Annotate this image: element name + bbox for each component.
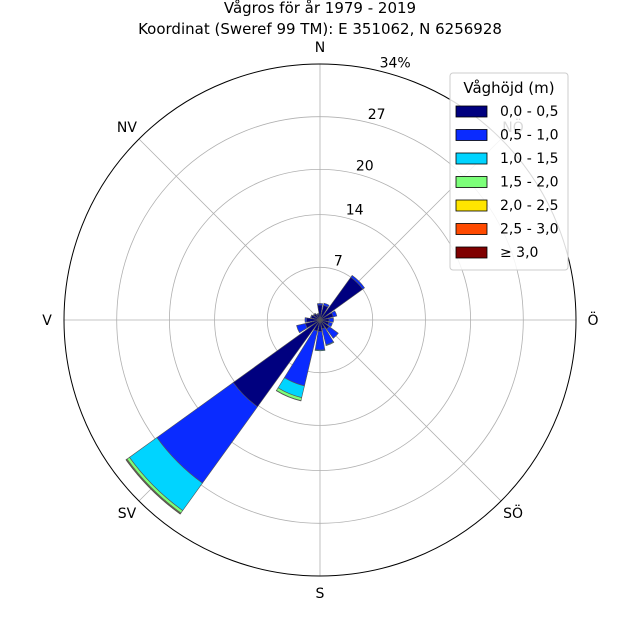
- grid-spoke-3: [319, 319, 502, 502]
- bar-V-1: [304, 317, 307, 323]
- legend-swatch-3: [455, 176, 488, 188]
- legend-label-5: 2,5 - 3,0: [500, 222, 558, 238]
- legend-swatch-5: [455, 223, 488, 235]
- chart-subtitle: Koordinat (Sweref 99 TM): E 351062, N 62…: [138, 20, 502, 38]
- grid-spoke-7: [138, 138, 321, 321]
- legend: Våghöjd (m) 0,0 - 0,5 0,5 - 1,0 1,0 - 1,5 1…: [449, 72, 569, 271]
- direction-label-S: S: [316, 586, 325, 602]
- direction-label-SÖ: SÖ: [503, 504, 523, 522]
- bar-NNÖ-1: [323, 302, 330, 308]
- legend-label-6: ≥ 3,0: [500, 245, 538, 261]
- direction-label-Ö: Ö: [587, 311, 598, 329]
- legend-items: 0,0 - 0,5 0,5 - 1,0 1,0 - 1,5 1,5 - 2,0 2,0 …: [455, 104, 558, 261]
- chart-title: Vågros för år 1979 - 2019: [224, 0, 416, 17]
- bar-N-1: [316, 303, 324, 306]
- legend-label-2: 1,0 - 1,5: [500, 151, 558, 167]
- bar-NNV-1: [316, 313, 319, 316]
- direction-label-N: N: [315, 40, 325, 56]
- radial-tick-label-2: 20: [356, 158, 374, 174]
- radial-tick-label-4: 34%: [380, 56, 411, 72]
- bar-SV-6: [125, 459, 181, 515]
- legend-label-4: 2,0 - 2,5: [500, 198, 558, 214]
- bar-ÖSÖ-1: [327, 321, 333, 328]
- legend-swatch-1: [455, 129, 488, 141]
- bar-ÖNÖ-1: [331, 310, 338, 318]
- direction-label-NV: NV: [117, 120, 137, 136]
- rose-bars: [125, 274, 366, 515]
- legend-frame: [449, 72, 569, 271]
- outer-ring: [63, 63, 577, 577]
- bar-SÖ-1: [326, 326, 339, 339]
- bar-NÖ-0: [319, 276, 364, 321]
- direction-label-V: V: [42, 313, 52, 329]
- bar-NÖ-1: [350, 274, 366, 290]
- legend-swatch-2: [455, 152, 488, 165]
- legend-swatch-4: [455, 199, 488, 212]
- bar-NV-1: [312, 312, 317, 317]
- bar-S-2: [314, 349, 326, 352]
- radial-tick-labels: 7 14 20 27 34%: [334, 56, 411, 270]
- legend-title: Våghöjd (m): [463, 79, 554, 97]
- legend-swatch-0: [455, 105, 488, 118]
- radial-tick-label-3: 27: [368, 107, 386, 123]
- bar-VNV-1: [310, 314, 313, 319]
- bar-SSV-4: [275, 390, 302, 402]
- bar-Ö-1: [328, 317, 334, 323]
- direction-label-SV: SV: [118, 506, 137, 522]
- legend-label-0: 0,0 - 0,5: [500, 104, 558, 120]
- bar-VSV-1: [296, 323, 308, 334]
- legend-swatch-6: [455, 246, 488, 259]
- legend-label-1: 0,5 - 1,0: [500, 128, 558, 144]
- legend-label-3: 1,5 - 2,0: [500, 175, 558, 191]
- radial-tick-label-0: 7: [334, 254, 343, 270]
- bar-SSÖ-2: [325, 341, 335, 347]
- radial-tick-label-1: 14: [346, 202, 364, 218]
